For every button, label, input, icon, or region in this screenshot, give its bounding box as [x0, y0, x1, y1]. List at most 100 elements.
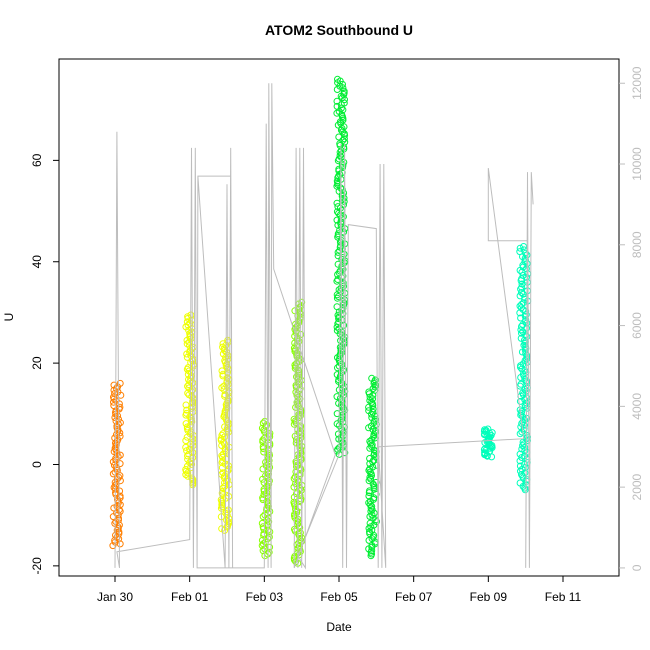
data-point — [266, 543, 274, 551]
secondary-y-tick-label: 0 — [630, 564, 644, 571]
data-point — [182, 323, 190, 331]
data-point — [116, 403, 124, 411]
series-0 — [109, 379, 125, 550]
data-point — [335, 165, 343, 173]
x-tick-label: Feb 09 — [470, 590, 508, 604]
x-tick-label: Feb 11 — [545, 590, 582, 604]
x-tick-label: Jan 30 — [97, 590, 133, 604]
data-point — [484, 425, 492, 433]
data-point — [368, 511, 376, 519]
data-point — [367, 507, 375, 515]
data-point — [370, 509, 378, 517]
data-point — [185, 381, 193, 389]
data-point — [188, 474, 196, 482]
data-point — [182, 466, 190, 473]
data-point — [333, 371, 341, 379]
data-point — [116, 460, 124, 468]
data-point — [366, 444, 374, 452]
data-point — [523, 273, 530, 281]
data-point — [520, 243, 528, 250]
data-point — [259, 540, 267, 548]
data-point — [518, 323, 525, 330]
data-point — [259, 436, 267, 444]
series-4 — [480, 243, 532, 494]
data-point — [110, 393, 117, 401]
data-point — [333, 393, 341, 401]
data-point — [518, 275, 526, 283]
secondary-y-axis: 0 2000 4000 6000 8000 10000 12000 — [619, 66, 644, 571]
data-point — [293, 436, 300, 444]
data-point — [371, 415, 379, 423]
data-point — [369, 405, 377, 413]
data-point — [258, 519, 266, 527]
data-point — [223, 511, 231, 519]
data-point — [334, 445, 342, 453]
data-point — [292, 439, 300, 447]
data-point — [259, 523, 267, 531]
data-point — [221, 423, 229, 431]
data-point — [336, 152, 344, 160]
data-point — [116, 429, 124, 437]
secondary-y-tick-label: 2000 — [630, 473, 644, 500]
secondary-y-tick-label: 6000 — [630, 312, 644, 339]
data-point — [517, 285, 525, 293]
data-point — [521, 401, 529, 409]
data-point — [522, 311, 530, 319]
data-point — [109, 470, 117, 478]
data-point — [365, 403, 373, 411]
data-point — [260, 448, 268, 456]
data-point — [521, 375, 529, 383]
data-point — [259, 494, 267, 502]
data-point — [259, 513, 267, 521]
data-point — [371, 376, 379, 384]
data-point — [366, 501, 374, 509]
data-point — [334, 311, 342, 319]
data-point — [188, 460, 196, 468]
data-point — [182, 443, 190, 451]
data-point — [224, 418, 231, 426]
data-point — [338, 160, 346, 168]
data-point — [516, 397, 524, 405]
data-point — [265, 477, 273, 485]
data-point — [220, 386, 228, 393]
data-point — [369, 385, 377, 393]
data-point — [292, 468, 300, 476]
data-point — [224, 467, 232, 475]
data-point — [365, 492, 373, 500]
data-point — [516, 248, 524, 256]
data-point — [365, 407, 373, 415]
data-point — [366, 519, 374, 527]
data-point — [185, 450, 193, 458]
data-point — [259, 547, 267, 555]
y-axis-label: U — [2, 313, 16, 322]
data-point — [218, 431, 226, 439]
x-tick-label: Feb 05 — [320, 590, 358, 604]
data-point — [217, 496, 225, 504]
secondary-line — [114, 83, 534, 570]
data-point — [185, 367, 193, 375]
data-point — [218, 367, 226, 375]
data-point — [223, 374, 231, 382]
data-point — [182, 401, 190, 409]
data-point — [517, 467, 524, 475]
data-point — [372, 381, 379, 389]
x-tick-label: Feb 03 — [246, 590, 284, 604]
data-point — [220, 345, 228, 353]
data-point — [259, 443, 267, 451]
data-point — [116, 487, 124, 495]
data-point — [518, 300, 526, 308]
data-point — [293, 463, 300, 471]
data-point — [290, 498, 298, 506]
data-point — [116, 492, 124, 500]
data-point — [110, 381, 118, 389]
data-point — [333, 327, 341, 334]
y-tick-label: 0 — [30, 461, 44, 468]
data-point — [371, 386, 379, 394]
data-point — [518, 268, 526, 276]
data-point — [333, 97, 341, 105]
data-point — [333, 303, 341, 311]
data-point — [265, 548, 273, 556]
data-point — [185, 384, 193, 392]
chart-title: ATOM2 Southbound U — [265, 22, 413, 38]
secondary-line-layer — [114, 83, 534, 570]
